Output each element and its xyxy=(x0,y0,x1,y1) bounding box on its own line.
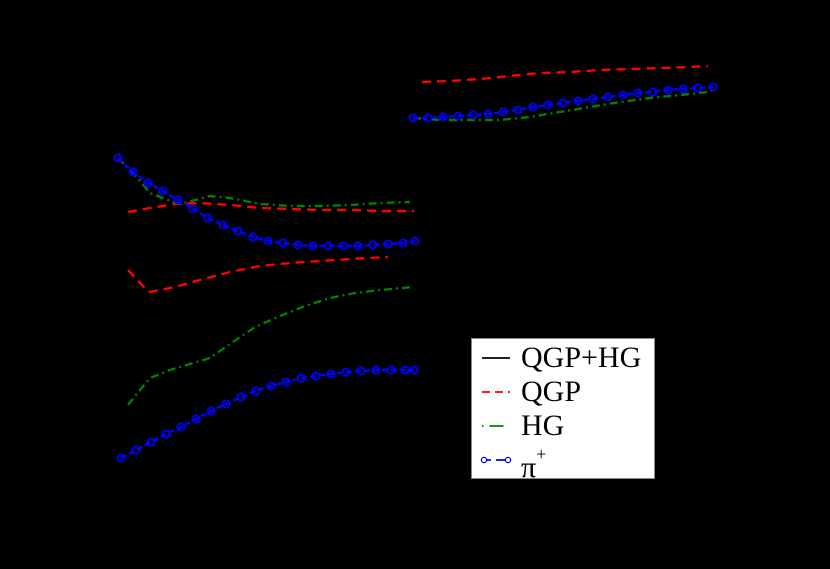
series-line xyxy=(117,157,411,208)
circle-marker xyxy=(218,220,228,230)
circle-marker xyxy=(400,365,410,375)
circle-marker xyxy=(341,367,351,377)
circle-marker xyxy=(528,102,538,112)
circle-marker xyxy=(468,110,478,120)
circle-marker xyxy=(206,406,216,416)
circle-marker xyxy=(158,186,168,196)
series-line xyxy=(120,368,414,460)
series-hg-middle-left xyxy=(117,157,411,208)
circle-marker xyxy=(386,365,396,375)
circle-marker xyxy=(383,239,393,249)
legend-item-qgp: QGP xyxy=(472,375,654,409)
legend: QGP+HG QGP HG π+ xyxy=(471,338,655,484)
circle-marker xyxy=(338,241,348,251)
legend-label: QGP+HG xyxy=(521,341,642,374)
circle-marker xyxy=(221,399,231,409)
circle-marker xyxy=(633,88,643,98)
series-layer xyxy=(113,64,718,463)
circle-marker xyxy=(116,453,126,463)
circle-marker xyxy=(293,240,303,250)
circle-marker xyxy=(410,236,420,246)
circle-marker xyxy=(176,422,186,432)
circle-marker xyxy=(173,195,183,205)
circle-marker xyxy=(543,100,553,110)
series-pi--middle-left xyxy=(113,153,420,251)
circle-marker xyxy=(423,113,433,123)
series-line xyxy=(117,157,416,248)
circle-marker xyxy=(356,366,366,376)
circle-marker xyxy=(191,414,201,424)
circle-marker xyxy=(438,112,448,122)
circle-marker xyxy=(296,373,306,383)
circle-marker xyxy=(398,238,408,248)
circle-marker xyxy=(409,365,419,375)
series-pi--lower-left xyxy=(116,365,419,463)
circle-marker xyxy=(483,109,493,119)
circle-marker xyxy=(236,392,246,402)
dashdot-line-icon xyxy=(482,425,510,427)
circle-marker xyxy=(203,213,213,223)
series-qgp-middle-left xyxy=(127,201,414,214)
circle-marker xyxy=(693,83,703,93)
circle-marker xyxy=(513,105,523,115)
series-qgp-upper-right xyxy=(421,64,709,84)
series-qgp-lower-left xyxy=(127,255,389,294)
series-line xyxy=(412,88,714,122)
circle-marker xyxy=(453,111,463,121)
circle-marker xyxy=(146,437,156,447)
circle-marker xyxy=(161,429,171,439)
circle-marker xyxy=(708,82,718,92)
circle-marker xyxy=(558,98,568,108)
circle-marker xyxy=(408,113,418,123)
circle-marker xyxy=(263,236,273,246)
series-pi--upper-right xyxy=(408,82,718,123)
series-line xyxy=(413,85,714,120)
circle-marker xyxy=(618,90,628,100)
solid-line-icon xyxy=(482,357,510,359)
legend-item-pion: π+ xyxy=(472,443,654,484)
circle-marker xyxy=(128,167,138,177)
circle-marker xyxy=(308,241,318,251)
series-hg-lower-left xyxy=(127,285,415,406)
circle-marker xyxy=(188,204,198,214)
series-line xyxy=(127,285,415,406)
circle-marker xyxy=(663,85,673,95)
legend-item-hg: HG xyxy=(472,409,654,443)
circle-marker xyxy=(251,386,261,396)
circle-marker xyxy=(311,371,321,381)
circle-marker xyxy=(498,107,508,117)
circle-marker xyxy=(281,377,291,387)
series-hg-upper-right xyxy=(412,88,714,122)
circle-marker xyxy=(368,240,378,250)
dashed-line-icon xyxy=(482,391,510,393)
circle-marker xyxy=(143,178,153,188)
circle-marker xyxy=(248,232,258,242)
series-line xyxy=(127,255,389,294)
circle-marker xyxy=(603,92,613,102)
circle-marker xyxy=(233,226,243,236)
circle-marker xyxy=(113,153,123,163)
circle-marker xyxy=(588,94,598,104)
circle-marker xyxy=(678,84,688,94)
series-line xyxy=(421,64,709,84)
circle-marker xyxy=(131,445,141,455)
series-line xyxy=(127,201,414,214)
circle-marker xyxy=(326,369,336,379)
circle-marker xyxy=(323,241,333,251)
circle-marker xyxy=(266,381,276,391)
circle-marker-line-icon xyxy=(480,456,512,464)
legend-label: π+ xyxy=(521,444,547,484)
legend-label: QGP xyxy=(521,375,582,408)
circle-marker xyxy=(371,365,381,375)
circle-marker xyxy=(353,241,363,251)
circle-marker xyxy=(573,96,583,106)
legend-label: HG xyxy=(521,409,565,442)
circle-marker xyxy=(648,87,658,97)
legend-item-qgp-hg: QGP+HG xyxy=(472,341,654,375)
circle-marker xyxy=(278,238,288,248)
